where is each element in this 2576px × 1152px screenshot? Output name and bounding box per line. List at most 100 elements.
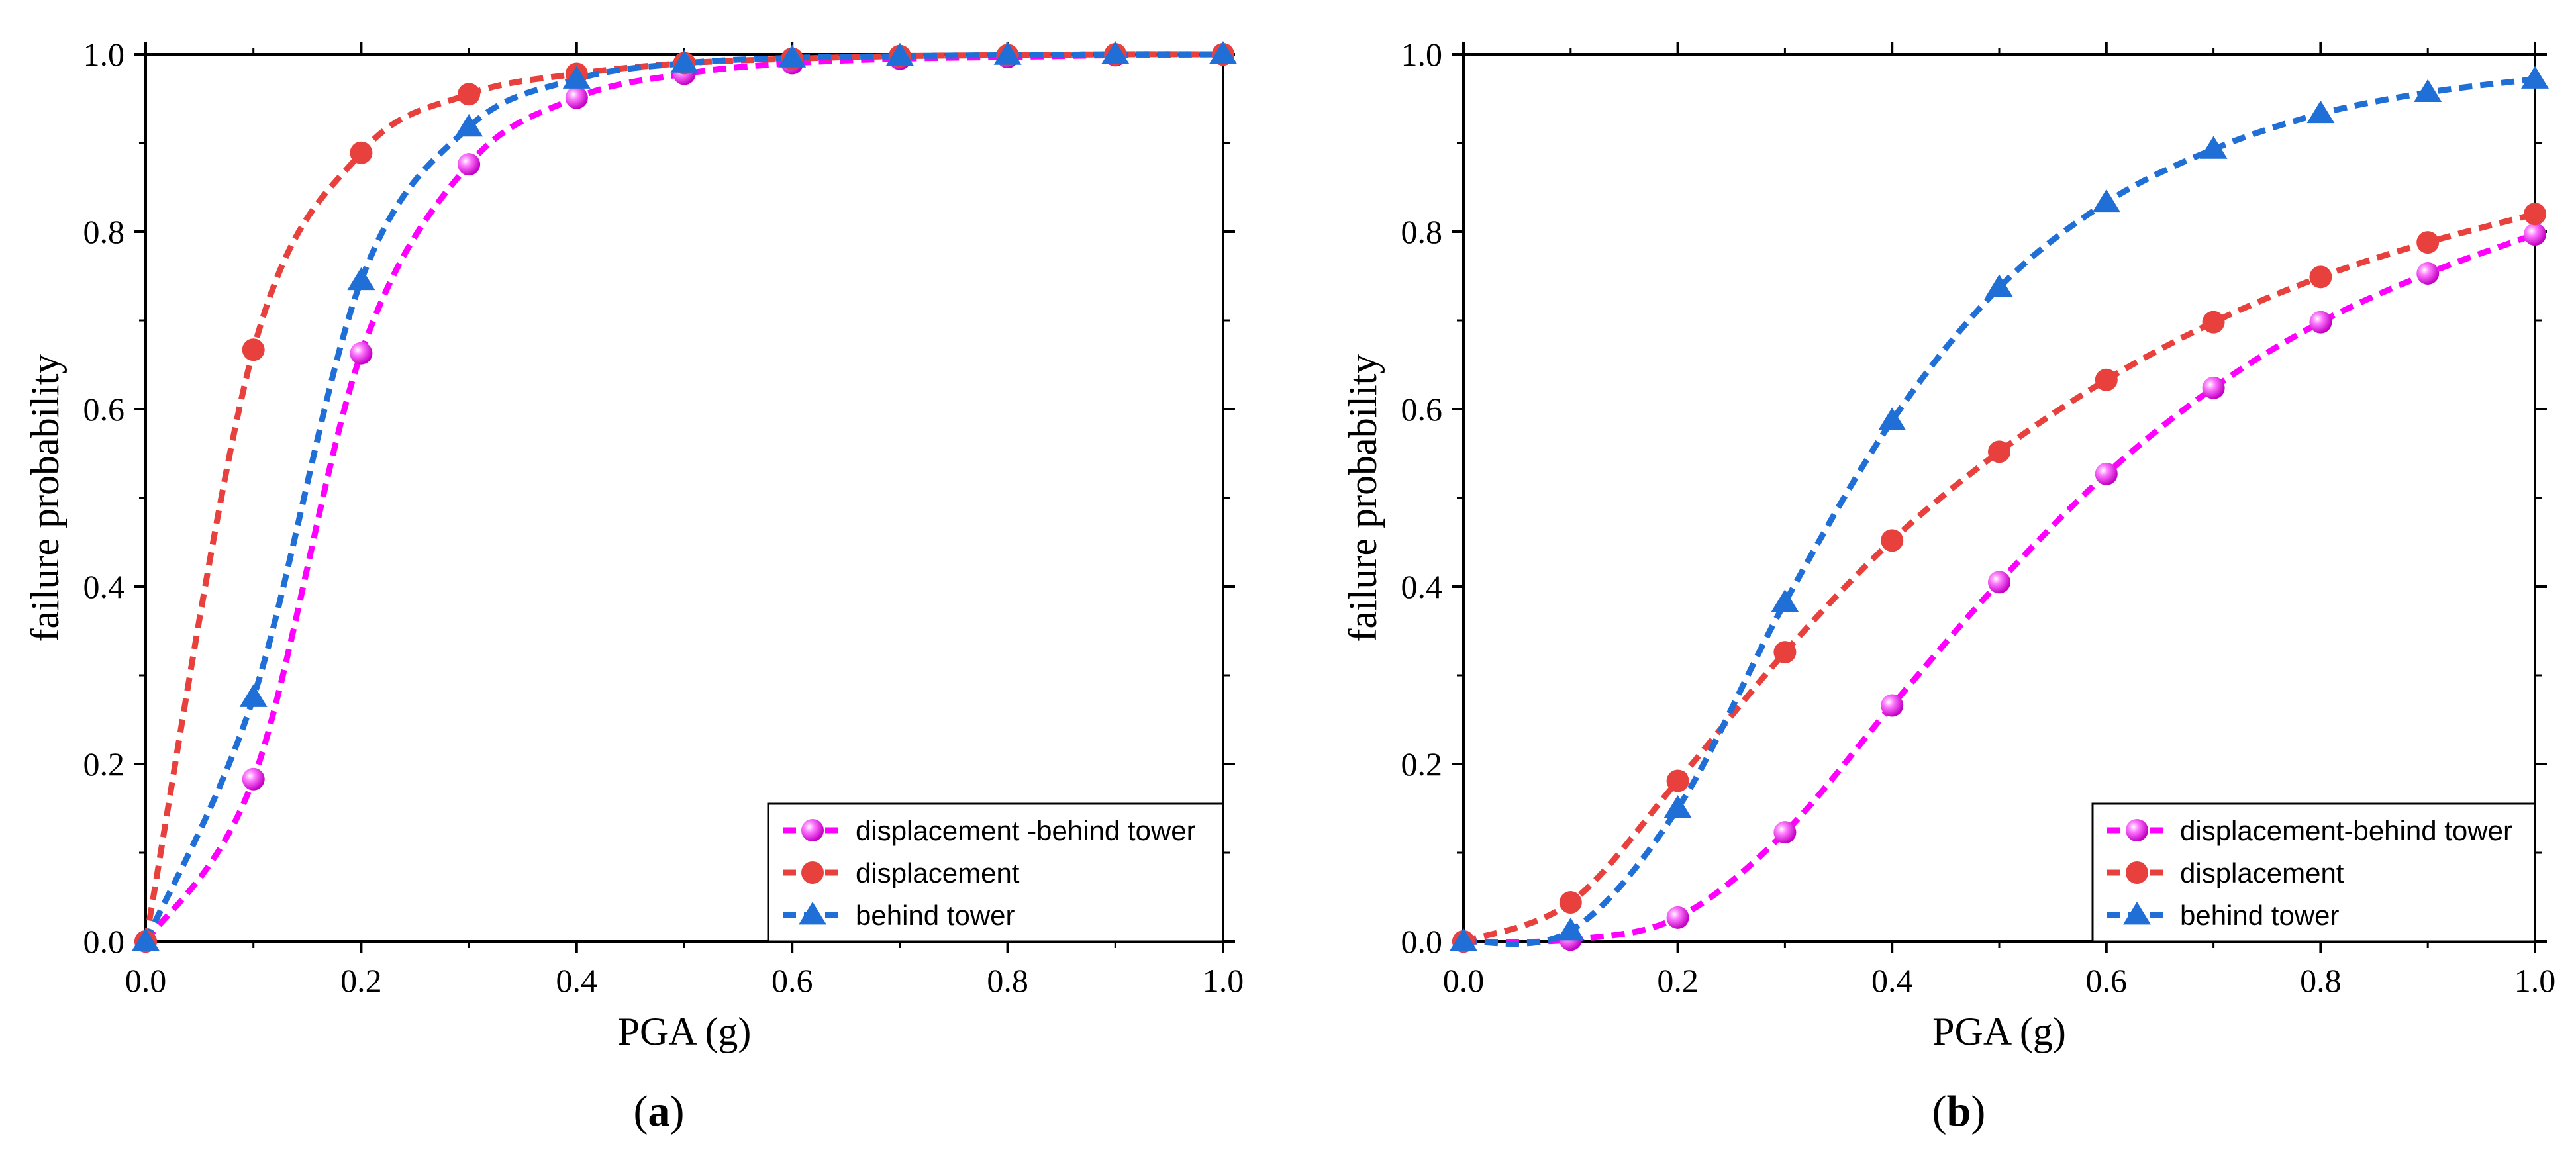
legend-box <box>767 802 1224 943</box>
legend-entry-label: behind tower <box>2180 900 2340 931</box>
data-point-circle <box>2095 368 2118 391</box>
data-point-triangle <box>562 66 591 89</box>
series-line-sphere <box>143 51 1224 943</box>
data-point-triangle <box>132 928 160 951</box>
legend-entry-label: behind tower <box>856 900 1015 931</box>
data-point-sphere <box>1881 694 1904 717</box>
data-point-circle <box>1988 440 2010 463</box>
data-point-sphere <box>350 342 373 365</box>
x-tick-label: 1.0 <box>2514 962 2556 999</box>
data-point-triangle <box>1878 407 1907 430</box>
x-axis-label: PGA (g) <box>618 1010 752 1053</box>
legend-box <box>2091 802 2536 943</box>
y-tick-label: 0.8 <box>1401 213 1443 250</box>
legend-entry-label: displacement <box>2180 857 2344 888</box>
data-point-triangle <box>1209 41 1237 64</box>
data-point-circle <box>2524 203 2546 226</box>
y-tick-label: 1.0 <box>83 36 125 73</box>
data-point-triangle <box>670 50 699 73</box>
data-point-triangle <box>1556 917 1585 941</box>
panel-b: 0.0 0.2 0.4 0.6 0.8 1.0 0.0 0.2 0.4 0.6 0.8 1.0 PGA … <box>1341 36 2555 1135</box>
data-point-sphere <box>2416 262 2440 285</box>
data-point-sphere <box>1988 571 2010 594</box>
panel-a: 0.0 0.2 0.4 0.6 0.8 1.0 0.0 0.2 0.4 0.6 0.8 1.0 PGA … <box>23 36 1244 1135</box>
data-point-triangle <box>1985 274 2013 297</box>
data-point-circle <box>350 141 373 164</box>
y-tick-label: 0.0 <box>83 923 125 960</box>
data-point-triangle <box>2414 79 2442 103</box>
data-point-triangle <box>1771 589 1799 612</box>
panel-label-letter: a <box>648 1087 670 1135</box>
data-point-triangle <box>1101 41 1130 64</box>
data-point-triangle <box>993 42 1022 65</box>
legend-entry-label: displacement <box>856 857 1020 888</box>
data-point-triangle <box>2306 100 2335 124</box>
data-point-circle <box>1666 769 1689 792</box>
panel-label-letter: b <box>1947 1087 1971 1135</box>
y-tick-label: 0.4 <box>1401 568 1443 605</box>
data-point-triangle <box>778 44 807 68</box>
y-tick-label: 0.8 <box>83 213 125 250</box>
data-point-triangle <box>885 42 914 66</box>
panel-label-open: ( <box>634 1087 648 1135</box>
y-tick-label: 0.0 <box>1401 923 1443 960</box>
data-point-sphere <box>1773 821 1797 844</box>
x-tick-label: 0.8 <box>2300 962 2342 999</box>
data-point-sphere <box>2524 223 2546 246</box>
data-point-sphere <box>2309 311 2332 334</box>
panel-label: (b) <box>1932 1087 1986 1135</box>
x-tick-label: 1.0 <box>1203 962 1244 999</box>
x-tick-label: 0.8 <box>987 962 1028 999</box>
x-tick-label: 0.0 <box>1443 962 1485 999</box>
y-tick-label: 0.4 <box>83 568 125 605</box>
panel-label: (a) <box>634 1087 685 1135</box>
x-tick-label: 0.0 <box>125 962 167 999</box>
y-tick-label: 1.0 <box>1401 36 1443 73</box>
y-tick-label: 0.6 <box>1401 391 1443 428</box>
x-tick-label: 0.2 <box>1657 962 1699 999</box>
legend-swatch-marker <box>2123 902 2151 925</box>
series-line-circle <box>1462 211 2536 945</box>
data-point-circle <box>2309 265 2332 289</box>
data-point-circle <box>242 338 265 361</box>
legend-swatch-marker <box>2126 861 2148 884</box>
data-point-triangle <box>455 113 483 137</box>
legend-swatch-marker <box>801 819 824 841</box>
y-axis-label: failure probability <box>1341 354 1385 642</box>
data-point-circle <box>2202 311 2225 334</box>
y-axis-label: failure probability <box>23 354 67 642</box>
x-axis-label: PGA (g) <box>1932 1010 2066 1053</box>
legend-swatch-marker <box>799 902 826 925</box>
legend-swatch-marker <box>801 861 824 884</box>
data-point-triangle <box>2199 136 2228 159</box>
data-point-triangle <box>239 684 268 707</box>
y-tick-label: 0.2 <box>1401 745 1443 783</box>
data-point-triangle <box>1663 795 1692 818</box>
series-line-triangle <box>142 51 1224 943</box>
data-point-triangle <box>347 267 375 291</box>
x-tick-label: 0.4 <box>556 962 598 999</box>
data-point-triangle <box>2092 189 2120 213</box>
x-tick-label: 0.6 <box>771 962 813 999</box>
y-tick-label: 0.2 <box>83 745 125 783</box>
data-point-sphere <box>2202 376 2225 399</box>
x-tick-label: 0.4 <box>1871 962 1913 999</box>
data-point-sphere <box>2095 462 2118 485</box>
data-point-triangle <box>2521 66 2549 89</box>
x-tick-label: 0.2 <box>340 962 382 999</box>
data-point-circle <box>1559 891 1582 914</box>
panel-label-close: ) <box>670 1087 685 1135</box>
data-point-circle <box>1773 641 1797 664</box>
data-point-sphere <box>242 767 265 791</box>
data-point-sphere <box>1666 906 1689 929</box>
data-point-sphere <box>565 86 588 109</box>
y-tick-label: 0.6 <box>83 391 125 428</box>
data-point-circle <box>2416 231 2440 254</box>
data-point-triangle <box>1450 928 1477 951</box>
legend-entry-label: displacement -behind tower <box>856 815 1196 846</box>
legend-swatch-marker <box>2126 819 2148 841</box>
panel-label-open: ( <box>1932 1087 1947 1135</box>
panel-label-close: ) <box>1971 1087 1985 1135</box>
